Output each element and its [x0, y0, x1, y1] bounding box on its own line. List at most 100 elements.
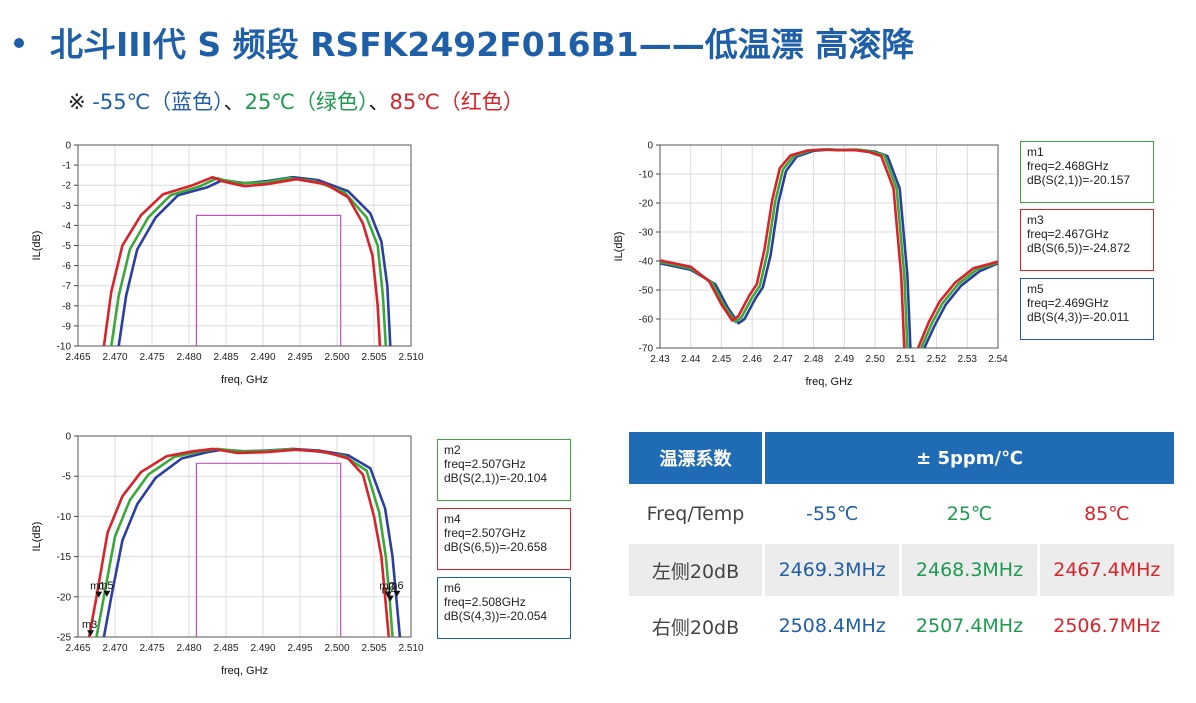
cell-blue: 2469.3MHz — [765, 544, 900, 596]
marker-db: dB(S(6,5))=-20.658 — [444, 540, 548, 554]
plot-frame — [77, 435, 412, 638]
x-tick-label: 2.50 — [865, 354, 885, 365]
y-tick-label: -2 — [62, 181, 71, 192]
x-tick-label: 2.480 — [176, 643, 201, 654]
x-tick-label: 2.44 — [681, 354, 701, 365]
table-row: Freq/Temp -55℃ 25℃ 85℃ — [629, 488, 1174, 540]
marker-triangle — [87, 630, 95, 637]
bullet-dot — [14, 37, 24, 48]
plot-frame — [659, 144, 999, 349]
series-line-red — [660, 148, 906, 348]
y-tick-label: -10 — [57, 342, 72, 353]
chart-20db-edges: 2.465 2.470 2.475 2.480 2.485 2.490 2.495 2.500… — [31, 432, 424, 678]
temperature-color-note: ※ -55℃（蓝色）、25℃（绿色）、85℃（红色） — [68, 86, 524, 116]
marker-freq: freq=2.468GHz — [1027, 159, 1109, 173]
marker-freq: freq=2.467GHz — [1027, 227, 1109, 241]
x-tick-label: 2.49 — [835, 354, 855, 365]
marker-freq: freq=2.508GHz — [444, 595, 526, 609]
marker-name: m4 — [444, 512, 461, 526]
x-tick-label: 2.510 — [398, 352, 423, 363]
x-axis-label: freq, GHz — [805, 376, 852, 388]
temperature-coefficient-table: 温漂系数 ± 5ppm/℃ Freq/Temp -55℃ 25℃ 85℃ 左侧2… — [626, 428, 1177, 656]
page-title-text: 北斗III代 S 频段 RSFK2492F016B1——低温漂 高滚降 — [50, 25, 915, 64]
y-tick-label: -3 — [62, 201, 71, 212]
y-tick-label: -30 — [639, 228, 654, 239]
marker-box-m3: m3 freq=2.467GHz dB(S(6,5))=-24.872 — [1020, 209, 1154, 271]
y-axis-label: IL(dB) — [31, 522, 43, 552]
y-tick-label: -70 — [639, 344, 654, 355]
table-header-value: ± 5ppm/℃ — [765, 432, 1174, 484]
note-red: 85℃（红色） — [389, 90, 524, 114]
table-row: 右侧20dB 2508.4MHz 2507.4MHz 2506.7MHz — [629, 600, 1174, 652]
y-tick-label: 0 — [65, 432, 71, 443]
marker-label: m6 — [388, 580, 403, 592]
chart-wideband: 2.43 2.44 2.45 2.46 2.47 2.48 2.49 2.50 2.51 2.52… — [613, 141, 1008, 389]
x-tick-label: 2.475 — [139, 643, 164, 654]
series-line-red — [916, 260, 998, 348]
series-line-green — [660, 148, 909, 348]
x-tick-label: 2.490 — [250, 643, 275, 654]
marker-name: m3 — [1027, 213, 1044, 227]
marker-db: dB(S(2,1))=-20.104 — [444, 471, 548, 485]
series-line-green — [919, 261, 998, 348]
x-axis-label: freq, GHz — [221, 665, 268, 677]
marker-triangle — [393, 590, 401, 597]
spec-mask-box — [195, 462, 342, 637]
y-tick-label: -10 — [57, 512, 72, 523]
marker-box-m4: m4 freq=2.507GHz dB(S(6,5))=-20.658 — [437, 508, 571, 570]
y-tick-label: -10 — [639, 170, 654, 181]
y-tick-label: -20 — [639, 199, 654, 210]
note-prefix: ※ — [68, 90, 93, 114]
marker-freq: freq=2.507GHz — [444, 457, 526, 471]
marker-freq: freq=2.469GHz — [1027, 296, 1109, 310]
table-row: 左侧20dB 2469.3MHz 2468.3MHz 2467.4MHz — [629, 544, 1174, 596]
marker-box-m2: m2 freq=2.507GHz dB(S(2,1))=-20.104 — [437, 439, 571, 501]
cell-blue: 2508.4MHz — [778, 615, 886, 637]
marker-box-m1: m1 freq=2.468GHz dB(S(2,1))=-20.157 — [1020, 141, 1154, 203]
note-blue: -55℃（蓝色） — [92, 90, 224, 114]
note-sep-1: 、 — [223, 90, 245, 114]
marker-triangle — [103, 590, 111, 597]
spec-mask-box — [195, 214, 342, 346]
y-tick-label: -5 — [62, 241, 71, 252]
x-tick-label: 2.52 — [927, 354, 947, 365]
y-tick-label: -50 — [639, 286, 654, 297]
row-label: 左侧20dB — [629, 544, 762, 596]
cell-blue: -55℃ — [805, 503, 859, 525]
marker-label: m1 — [90, 581, 105, 593]
x-tick-label: 2.500 — [324, 352, 349, 363]
x-tick-label: 2.475 — [139, 352, 164, 363]
x-tick-label: 2.490 — [250, 352, 275, 363]
y-tick-label: -20 — [57, 592, 72, 603]
x-tick-label: 2.465 — [65, 643, 90, 654]
x-tick-label: 2.495 — [287, 643, 312, 654]
x-tick-label: 2.47 — [773, 354, 793, 365]
cell-red: 2506.7MHz — [1053, 615, 1161, 637]
x-tick-label: 2.495 — [287, 352, 312, 363]
y-axis-label: IL(dB) — [613, 232, 625, 262]
note-green: 25℃（绿色） — [244, 90, 369, 114]
x-tick-label: 2.43 — [650, 354, 670, 365]
series-group — [87, 447, 402, 637]
marker-box-m6: m6 freq=2.508GHz dB(S(4,3))=-20.054 — [437, 577, 571, 639]
marker-db: dB(S(6,5))=-24.872 — [1027, 241, 1131, 255]
marker-triangle — [386, 595, 394, 602]
table-header-row: 温漂系数 ± 5ppm/℃ — [629, 432, 1174, 484]
x-tick-label: 2.54 — [988, 354, 1008, 365]
plot-frame — [77, 144, 412, 347]
y-tick-label: -15 — [57, 552, 72, 563]
y-tick-label: -25 — [57, 633, 72, 644]
x-tick-label: 2.485 — [213, 352, 238, 363]
series-group — [660, 148, 998, 348]
y-tick-label: -1 — [62, 161, 71, 172]
marker-triangle — [95, 591, 103, 598]
series-line-blue — [660, 148, 912, 348]
x-tick-label: 2.480 — [176, 352, 201, 363]
y-axis-label: IL(dB) — [31, 231, 43, 261]
y-tick-label: -6 — [62, 261, 71, 272]
marker-name: m5 — [1027, 282, 1044, 296]
marker-label: m5 — [98, 580, 113, 592]
x-tick-label: 2.470 — [102, 352, 127, 363]
marker-label: m4 — [382, 585, 397, 597]
marker-label: m3 — [82, 619, 97, 631]
